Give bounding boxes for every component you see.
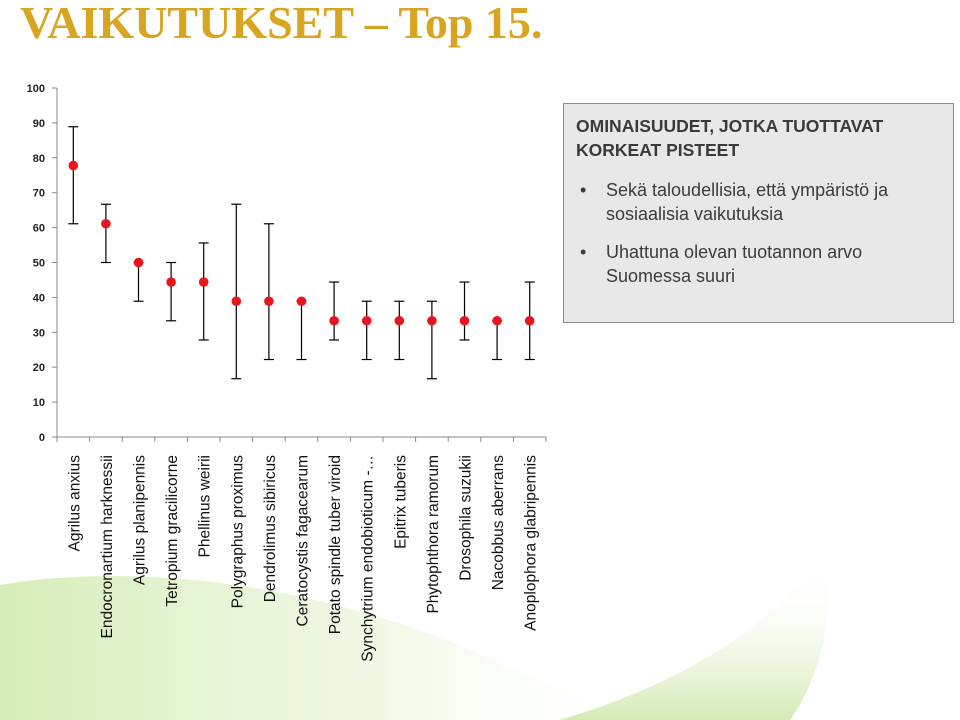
x-category-label: Potato spindle tuber viroid [327,455,344,634]
x-category-label: Phellinus weirii [197,455,214,558]
x-category-label: Synchytrium endobioticum -… [360,455,377,662]
data-point [329,315,339,326]
x-category-label: Epitrix tuberis [392,455,409,549]
x-category-label: Nacobbus aberrans [490,455,507,591]
x-category-label: Ceratocystis fagacearum [295,455,312,626]
y-tick-label: 90 [33,118,45,130]
x-category-label: Drosophila suzukii [458,455,475,581]
data-point [264,296,274,307]
y-tick-label: 10 [33,397,45,409]
data-point [394,315,405,326]
infobox-bullet-list: • Sekä taloudellisia, että ympäristö ja … [576,178,941,288]
data-point [198,277,209,287]
x-category-label: Dendrolimus sibiricus [262,455,279,603]
data-point [68,160,79,171]
x-category-label: Phytophthora ramorum [425,455,442,614]
x-category-label: Anoplophora glabripennis [523,455,540,631]
data-point [166,277,176,287]
data-point [231,296,242,307]
data-point [427,315,437,326]
y-tick-label: 70 [33,188,45,200]
data-point [459,315,470,326]
y-tick-label: 20 [33,362,45,374]
slide-title: VAIKUTUKSET – Top 15. [20,0,543,48]
data-point [101,218,111,229]
infobox-bullet-item: • Uhattuna olevan tuotannon arvo Suomess… [576,240,941,288]
bullet-icon: • [580,180,587,200]
infobox-bullet-text: Sekä taloudellisia, että ympäristö ja so… [606,180,889,224]
data-point [361,315,372,326]
data-point [492,315,502,326]
y-tick-label: 100 [27,83,45,95]
data-point [296,296,307,307]
properties-infobox: OMINAISUUDET, JOTKA TUOTTAVAT KORKEAT PI… [563,103,954,323]
x-category-label: Agrilus planipennis [132,455,149,585]
data-point [524,315,535,326]
x-category-label: Agrilus anxius [66,455,83,552]
x-category-label: Tetropium gracilicorne [164,455,181,607]
y-tick-label: 50 [33,258,45,270]
y-tick-label: 40 [33,292,45,304]
x-category-label: Polygraphus proximus [229,455,246,609]
y-tick-label: 0 [39,432,45,444]
infobox-bullet-text: Uhattuna olevan tuotannon arvo Suomessa … [606,242,863,286]
y-tick-label: 60 [33,223,45,235]
infobox-bullet-item: • Sekä taloudellisia, että ympäristö ja … [576,178,941,226]
bullet-icon: • [580,242,587,262]
y-tick-label: 30 [33,327,45,339]
infobox-heading: OMINAISUUDET, JOTKA TUOTTAVAT KORKEAT PI… [576,116,884,160]
x-category-label: Endocronartium harknessii [99,455,116,639]
y-tick-label: 80 [33,153,45,165]
data-point [133,257,144,268]
